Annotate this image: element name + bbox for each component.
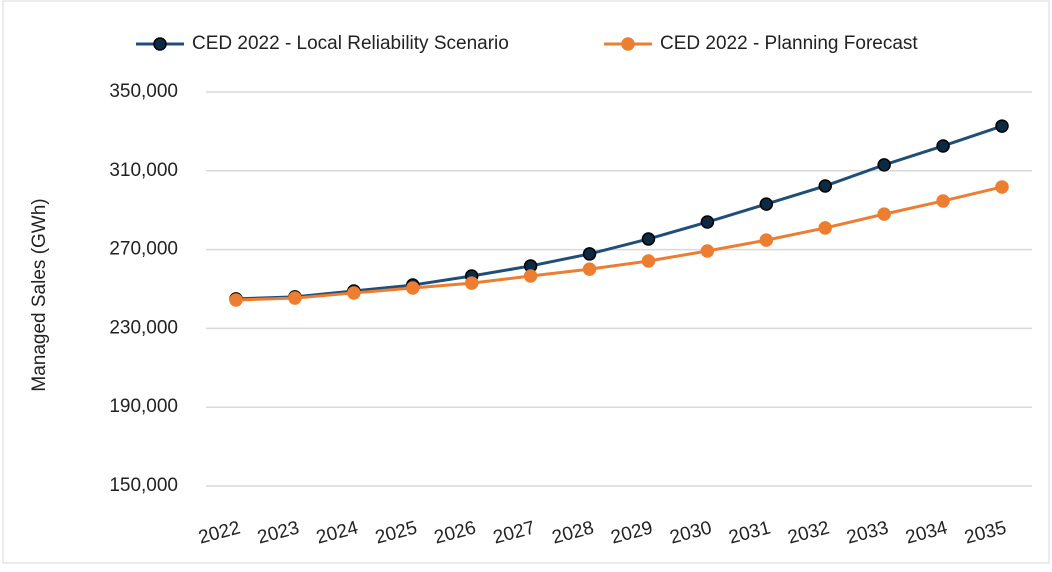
point-marker (759, 233, 774, 247)
point-marker (641, 232, 656, 246)
point-marker (936, 194, 950, 208)
point-marker (995, 180, 1009, 194)
point-marker (582, 247, 597, 261)
y-tick-label: 230,000 (109, 317, 178, 338)
y-tick-label: 190,000 (109, 396, 178, 417)
point-marker (818, 179, 832, 193)
y-tick-label: 270,000 (109, 239, 178, 260)
legend-marker (621, 37, 635, 51)
point-marker (877, 158, 891, 172)
point-marker (641, 254, 656, 268)
point-marker (818, 221, 832, 235)
point-marker (229, 293, 243, 307)
point-marker (347, 286, 361, 300)
point-marker (582, 262, 597, 276)
legend-marker (153, 37, 167, 51)
point-marker (936, 139, 950, 153)
point-marker (759, 197, 774, 211)
point-marker (406, 281, 420, 295)
legend-label: CED 2022 - Planning Forecast (660, 33, 918, 54)
point-marker (464, 276, 479, 290)
point-marker (995, 119, 1009, 133)
point-marker (523, 269, 538, 283)
point-marker (700, 215, 715, 229)
y-axis-label: Managed Sales (GWh) (29, 198, 50, 391)
y-tick-label: 350,000 (109, 81, 178, 102)
legend-label: CED 2022 - Local Reliability Scenario (192, 33, 509, 54)
point-marker (877, 207, 891, 221)
y-tick-label: 150,000 (109, 475, 178, 496)
point-marker (288, 291, 302, 305)
series-line (235, 185, 1003, 302)
series-line (235, 124, 1003, 301)
point-marker (700, 244, 715, 258)
y-tick-label: 310,000 (109, 160, 178, 181)
